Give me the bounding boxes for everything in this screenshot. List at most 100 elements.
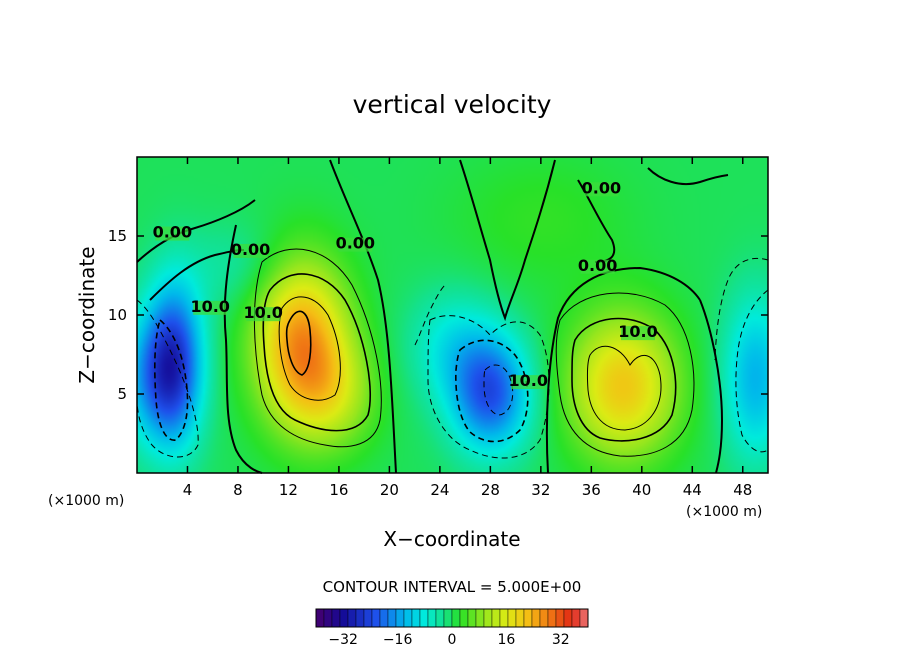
colorbar-swatch xyxy=(467,608,477,628)
contour-label-bg xyxy=(621,326,656,341)
colorbar-swatch xyxy=(323,608,333,628)
colorbar: −32 −16 0 16 32 xyxy=(315,608,589,648)
colorbar-swatch xyxy=(347,608,357,628)
positive-contour xyxy=(278,296,341,401)
contour-labels: 0.00 0.00 0.00 0.00 0.00 10.0 10.0 10.0 10.0 xyxy=(153,178,658,390)
x-tick-label: 4 xyxy=(183,481,193,499)
contour-label: 0.00 xyxy=(336,234,375,253)
contour-label-bg xyxy=(233,243,268,258)
colorbar-swatch xyxy=(563,608,573,628)
colorbar-swatch xyxy=(363,608,373,628)
colorbar-swatch xyxy=(459,608,469,628)
colorbar-swatch xyxy=(475,608,485,628)
positive-contour xyxy=(586,345,662,431)
colorbar-swatch xyxy=(411,608,421,628)
x-tick-label: 12 xyxy=(279,481,298,499)
positive-contour xyxy=(555,292,695,457)
colorbar-swatch xyxy=(523,608,533,628)
colorbar-swatch xyxy=(507,608,517,628)
colorbar-tick-label: 32 xyxy=(552,632,570,648)
positive-contour xyxy=(571,317,677,442)
contour-label-bg xyxy=(246,307,281,322)
contour-label: 0.00 xyxy=(231,240,270,259)
colorbar-swatch xyxy=(395,608,405,628)
x-tick-label: 40 xyxy=(632,481,651,499)
positive-contour xyxy=(262,273,371,432)
z-unit-label: (×1000 m) xyxy=(48,493,124,509)
colorbar-swatch xyxy=(427,608,437,628)
colorbar-swatch xyxy=(355,608,365,628)
zero-contour xyxy=(459,159,556,322)
zero-contour xyxy=(699,299,724,474)
contour-label: 10.0 xyxy=(243,303,282,322)
x-axis: 4 8 12 16 20 24 28 32 36 40 44 48 xyxy=(183,157,752,499)
contour-label-bg xyxy=(580,259,615,274)
zero-contour xyxy=(647,167,729,186)
zero-contour xyxy=(136,199,256,263)
colorbar-swatch xyxy=(451,608,461,628)
colorbar-swatch xyxy=(547,608,557,628)
contour-label-bg xyxy=(511,375,546,390)
contour-label-bg xyxy=(338,237,373,252)
y-tick-label: 10 xyxy=(108,306,127,324)
zero-contour xyxy=(329,159,397,474)
contour-label: 0.00 xyxy=(582,178,621,197)
colorbar-swatch xyxy=(403,608,413,628)
contour-label-bg xyxy=(584,182,619,197)
negative-contour xyxy=(136,299,199,458)
colorbar-swatch xyxy=(387,608,397,628)
contour-lines xyxy=(136,159,769,474)
colorbar-swatch xyxy=(571,608,581,628)
colorbar-swatch xyxy=(371,608,381,628)
colorbar-swatch xyxy=(555,608,565,628)
negative-contour xyxy=(735,289,769,453)
colorbar-swatch xyxy=(515,608,525,628)
colorbar-tick-label: −32 xyxy=(328,632,358,648)
y-axis-label: Z−coordinate xyxy=(75,246,99,383)
colorbar-swatch xyxy=(579,608,589,628)
colorbar-swatch xyxy=(339,608,349,628)
x-tick-label: 16 xyxy=(329,481,348,499)
x-unit-label: (×1000 m) xyxy=(686,504,762,520)
contour-label-bg xyxy=(155,226,190,241)
zero-contour xyxy=(223,224,263,474)
x-tick-label: 48 xyxy=(733,481,752,499)
chart-title: vertical velocity xyxy=(353,90,552,119)
contour-label: 0.00 xyxy=(153,223,192,242)
velocity-field-image xyxy=(137,157,768,473)
colorbar-swatch xyxy=(315,608,325,628)
colorbar-swatch xyxy=(379,608,389,628)
contour-label-bg xyxy=(193,300,228,315)
x-tick-label: 28 xyxy=(481,481,500,499)
y-axis: 5 10 15 xyxy=(108,227,768,403)
x-tick-label: 44 xyxy=(683,481,702,499)
positive-contour xyxy=(253,248,382,448)
y-tick-label: 15 xyxy=(108,227,127,245)
colorbar-tick-label: 16 xyxy=(497,632,515,648)
colorbar-swatch xyxy=(419,608,429,628)
contour-label: 0.00 xyxy=(578,256,617,275)
colorbar-tick-label: 0 xyxy=(448,632,457,648)
negative-contour xyxy=(427,315,550,459)
colorbar-swatch xyxy=(483,608,493,628)
plot-area: 0.00 0.00 0.00 0.00 0.00 10.0 10.0 10.0 10.0 xyxy=(136,156,769,474)
contour-label: 10.0 xyxy=(618,322,657,341)
negative-contour xyxy=(414,284,446,346)
negative-contour xyxy=(154,318,189,441)
negative-contour xyxy=(483,364,514,416)
contour-interval-text: CONTOUR INTERVAL = 5.000E+00 xyxy=(323,578,582,596)
colorbar-swatch xyxy=(531,608,541,628)
negative-contour xyxy=(455,339,529,443)
colorbar-swatch xyxy=(539,608,549,628)
x-tick-label: 36 xyxy=(582,481,601,499)
x-axis-label: X−coordinate xyxy=(383,527,520,551)
colorbar-swatch xyxy=(435,608,445,628)
colorbar-swatch xyxy=(491,608,501,628)
contour-label: 10.0 xyxy=(508,371,547,390)
contour-label: 10.0 xyxy=(190,297,229,316)
colorbar-swatch xyxy=(499,608,509,628)
x-tick-label: 24 xyxy=(430,481,449,499)
colorbar-swatch xyxy=(443,608,453,628)
colorbar-swatch xyxy=(331,608,341,628)
